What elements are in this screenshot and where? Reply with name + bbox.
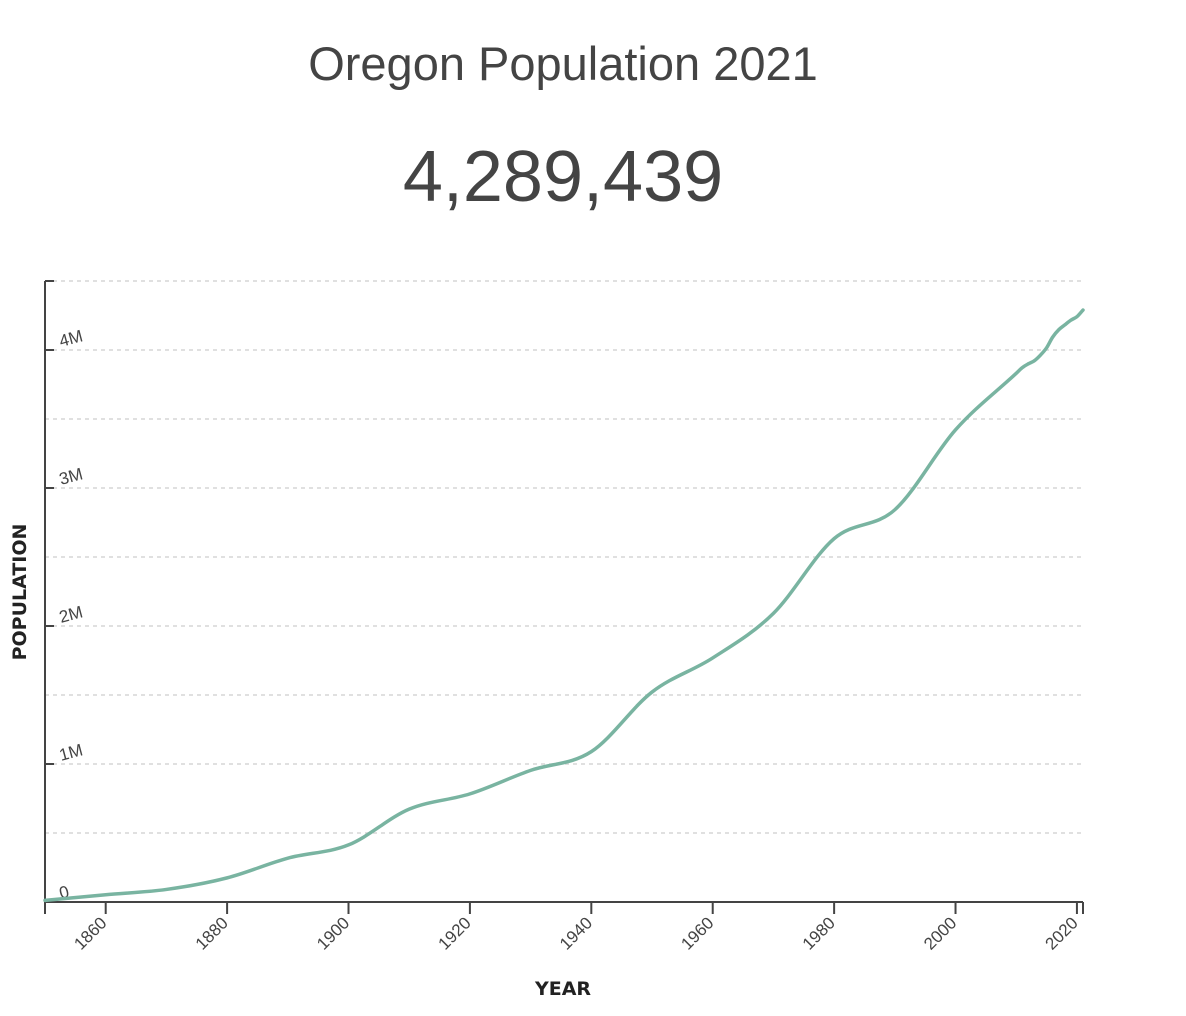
x-tick-label: 1920 [435,913,475,953]
x-tick-label: 1960 [677,913,717,953]
x-tick-label: 1980 [799,913,839,953]
x-tick-label: 1900 [313,913,353,953]
x-tick-label: 2000 [920,913,960,953]
x-tick-label: 1860 [70,913,110,953]
gridlines [45,280,1083,834]
x-axis: 1860 1880 1900 1920 1940 1960 1980 2000 2020 [44,901,1084,954]
y-tick-label: 1M [57,740,85,764]
x-tick-label: 1940 [556,913,596,953]
x-tick-label: 1880 [192,913,232,953]
x-axis-title: YEAR [534,978,591,1000]
y-tick-label: 3M [57,464,85,488]
x-tick-label: 2020 [1042,913,1082,953]
chart-title: Oregon Population 2021 [308,37,818,90]
y-tick-label: 4M [57,326,85,350]
headline-population-value: 4,289,439 [402,137,724,217]
y-tick-label: 2M [57,602,85,626]
y-axis-title: POPULATION [9,524,31,661]
population-series-line[interactable] [43,308,1085,903]
